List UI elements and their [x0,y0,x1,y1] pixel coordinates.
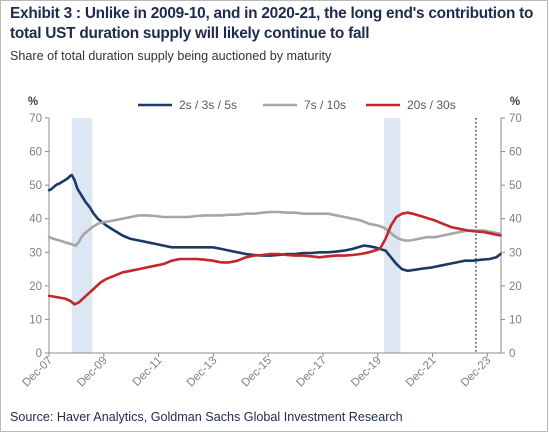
y-tick-label-right: 0 [509,348,515,360]
y-tick-label-left: 70 [29,113,42,125]
x-tick-label: Dec-23 [459,355,494,390]
y-tick-label-right: 10 [509,314,522,326]
exhibit-title: Exhibit 3 : Unlike in 2009-10, and in 20… [10,5,534,42]
y-tick-label-left: 20 [29,281,42,293]
y-tick-label-right: 60 [509,147,522,159]
x-tick-label: Dec-09 [75,355,110,390]
y-tick-label-right: 30 [509,247,522,259]
y-tick-label-right: 40 [509,214,522,226]
legend-label-2: 7s / 10s [304,98,346,112]
y-tick-label-left: 60 [29,147,42,159]
x-tick-label: Dec-13 [185,355,220,390]
y-axis-unit-right: % [510,96,520,108]
chart-subtitle: Share of total duration supply being auc… [10,49,332,63]
y-tick-label-left: 0 [36,348,42,360]
legend-label-1: 2s / 3s / 5s [179,98,237,112]
y-axis-unit-left: % [28,96,38,108]
y-tick-label-right: 70 [509,113,522,125]
x-tick-label: Dec-19 [349,355,384,390]
x-tick-label: Dec-15 [240,355,275,390]
y-tick-label-left: 10 [29,314,42,326]
series-line-1 [47,173,502,273]
y-tick-label-right: 50 [509,180,522,192]
legend-label-3: 20s / 30s [407,98,456,112]
y-tick-label-left: 50 [29,180,42,192]
source-note: Source: Haver Analytics, Goldman Sachs G… [10,410,403,424]
x-tick-label: Dec-11 [131,355,165,389]
y-tick-label-left: 40 [29,214,42,226]
y-tick-label-left: 30 [29,247,42,259]
y-tick-label-right: 20 [509,281,522,293]
series-lines [47,173,502,306]
x-tick-label: Dec-21 [404,355,439,390]
series-line-3 [47,211,502,306]
x-tick-label: Dec-17 [294,355,329,390]
chart-legend: 2s / 3s / 5s 7s / 10s 20s / 30s [138,98,456,112]
series-line-2 [47,210,502,247]
